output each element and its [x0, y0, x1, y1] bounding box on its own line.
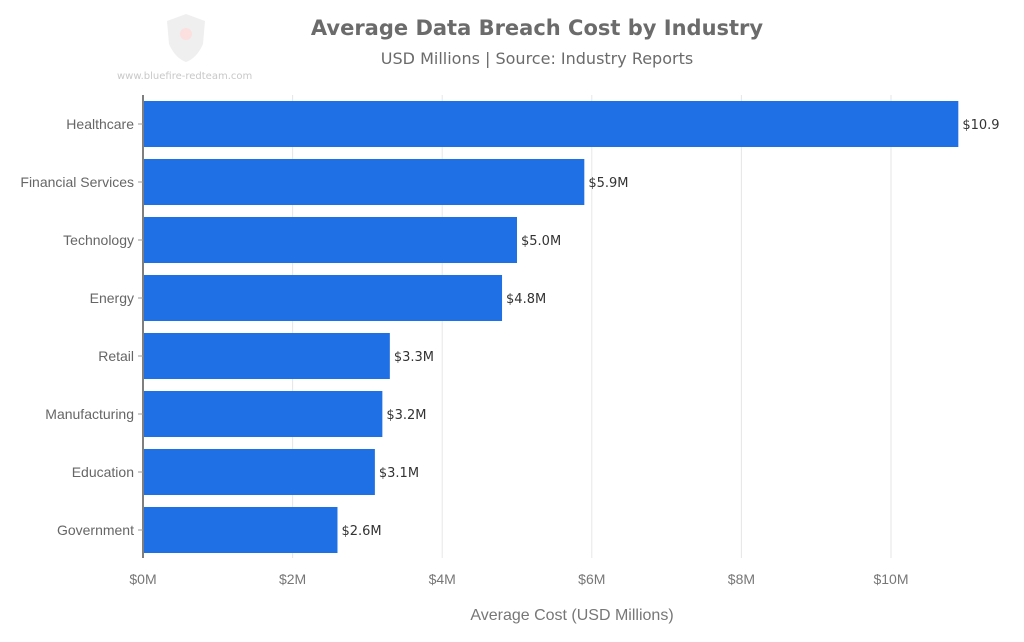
data-label: $3.2M	[386, 408, 426, 423]
bar	[144, 217, 517, 263]
y-tick-label: Education	[72, 464, 134, 480]
y-tick-label: Financial Services	[20, 174, 134, 190]
x-tick-label: $6M	[578, 571, 605, 587]
data-label: $10.9	[962, 118, 999, 133]
x-axis-label: Average Cost (USD Millions)	[470, 607, 673, 624]
bar	[144, 159, 585, 205]
data-label: $4.8M	[506, 292, 546, 307]
data-label: $5.0M	[521, 234, 561, 249]
bar	[144, 101, 959, 147]
x-tick-label: $10M	[873, 571, 908, 587]
watermark-text: www.bluefire-redteam.com	[117, 71, 253, 82]
shield-logo-icon	[167, 14, 205, 62]
x-tick-label: $0M	[129, 571, 156, 587]
y-tick-label: Energy	[90, 290, 134, 306]
bar	[144, 275, 503, 321]
x-tick-label: $8M	[728, 571, 755, 587]
x-tick-label: $2M	[279, 571, 306, 587]
y-tick-label: Healthcare	[66, 116, 134, 132]
bar	[144, 507, 338, 553]
bar	[144, 449, 375, 495]
data-label: $3.3M	[394, 350, 434, 365]
y-tick-label: Manufacturing	[45, 406, 134, 422]
y-tick-label: Retail	[98, 348, 134, 364]
chart-title: Average Data Breach Cost by Industry	[310, 16, 764, 40]
bar	[144, 333, 390, 379]
data-label: $5.9M	[588, 176, 628, 191]
data-label: $3.1M	[379, 466, 419, 481]
y-tick-label: Government	[57, 522, 134, 538]
bar	[144, 391, 383, 437]
chart-subtitle: USD Millions | Source: Industry Reports	[380, 49, 694, 68]
data-label: $2.6M	[341, 524, 381, 539]
x-tick-label: $4M	[429, 571, 456, 587]
y-tick-label: Technology	[63, 232, 134, 248]
